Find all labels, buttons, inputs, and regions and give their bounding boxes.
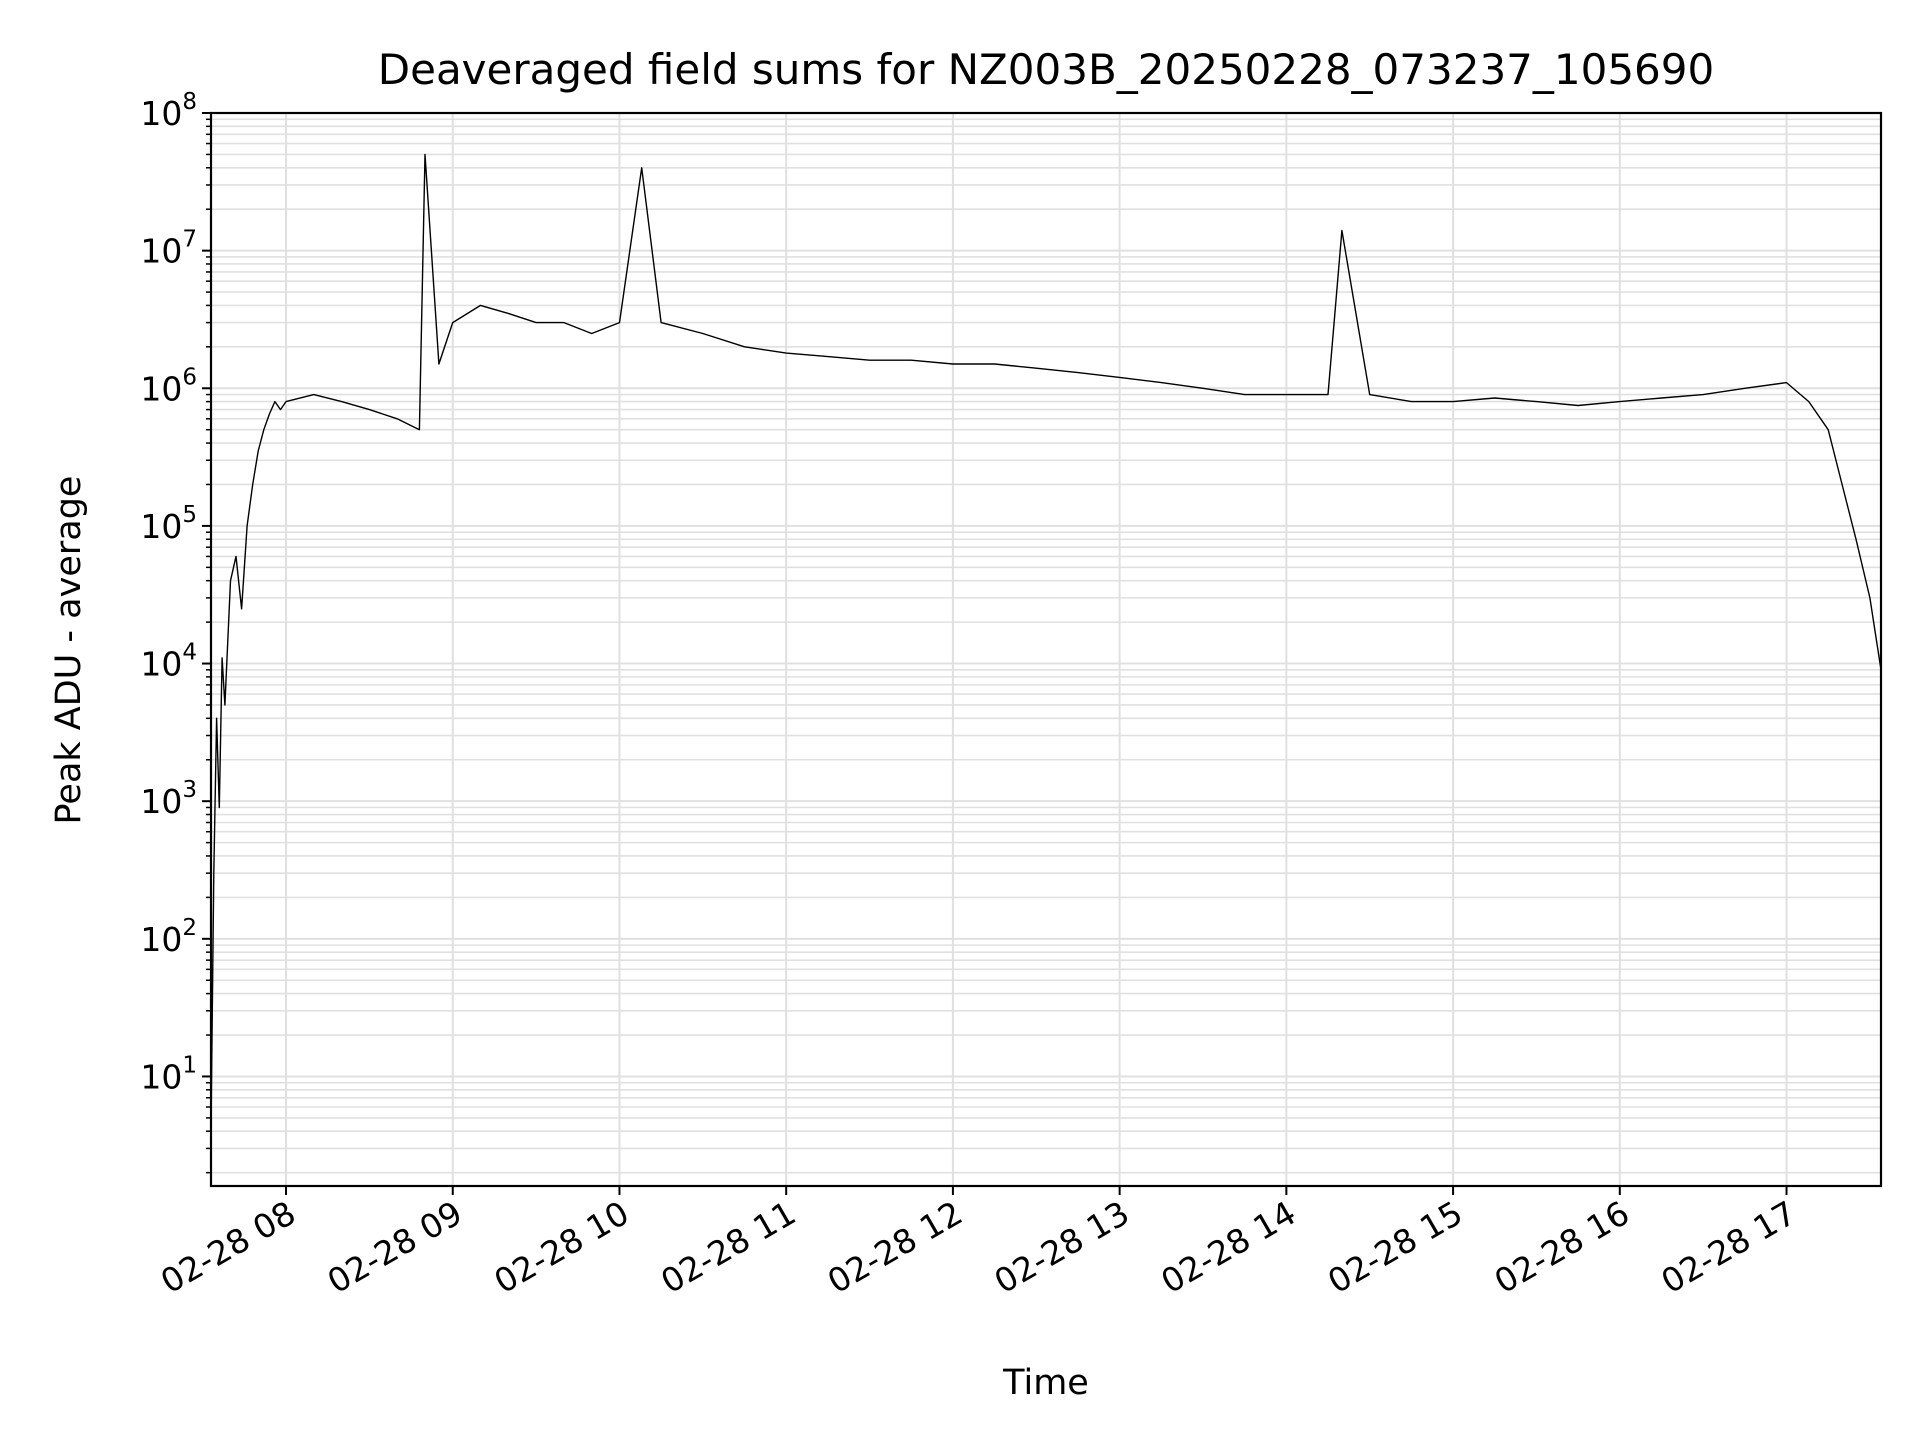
series-layer [210,153,1882,1132]
y-tick-label: 103 [140,777,197,821]
y-tick-label: 102 [140,915,197,959]
y-tick-label: 108 [140,89,197,133]
y-tick-label: 104 [140,640,197,684]
series-line [210,153,1882,1132]
y-axis-title: Peak ADU - average [49,476,89,825]
y-tick-label: 106 [140,364,197,408]
y-tick-label: 107 [140,227,197,271]
chart-title: Deaveraged field sums for NZ003B_2025022… [378,45,1714,94]
x-axis-title: Time [1002,1363,1089,1403]
y-tick-label: 101 [140,1052,197,1096]
plot-frame [209,111,1883,1188]
y-axis: 101 102 103 104 105 106 107 108 [140,89,211,1174]
y-tick-label: 105 [140,502,197,546]
